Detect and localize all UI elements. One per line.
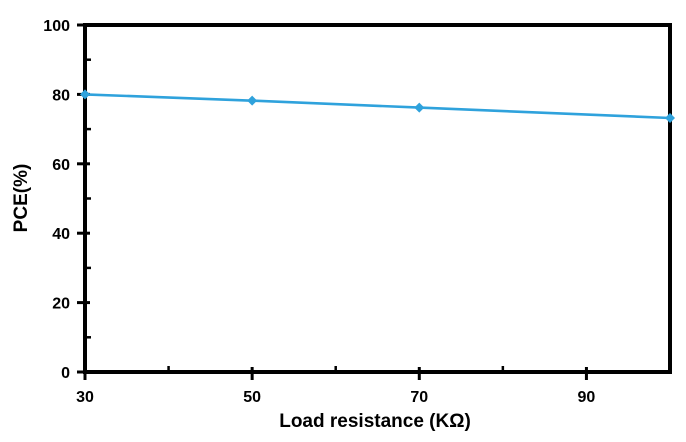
- x-tick-label: 90: [578, 389, 596, 406]
- y-tick-label: 40: [52, 226, 70, 243]
- plot-border: [83, 23, 672, 374]
- data-point-marker: [80, 89, 90, 100]
- y-tick-label: 0: [61, 365, 70, 382]
- y-tick-label: 20: [52, 296, 70, 313]
- y-tick-label: 60: [52, 157, 70, 174]
- x-tick-label: 50: [243, 389, 261, 406]
- y-tick-label: 80: [52, 87, 70, 104]
- x-tick-label: 70: [410, 389, 428, 406]
- x-axis-title: Load resistance (KΩ): [279, 411, 471, 432]
- x-tick-label: 30: [76, 389, 94, 406]
- data-point-marker: [665, 112, 675, 123]
- y-tick-label: 100: [43, 18, 70, 35]
- data-line: [83, 93, 672, 120]
- data-point-marker: [414, 102, 425, 113]
- y-axis-title: PCE(%): [11, 164, 32, 233]
- chart-render-layer: 0 20 40 60 80 100 30 50 70 90: [43, 18, 675, 406]
- data-point-marker: [247, 95, 258, 106]
